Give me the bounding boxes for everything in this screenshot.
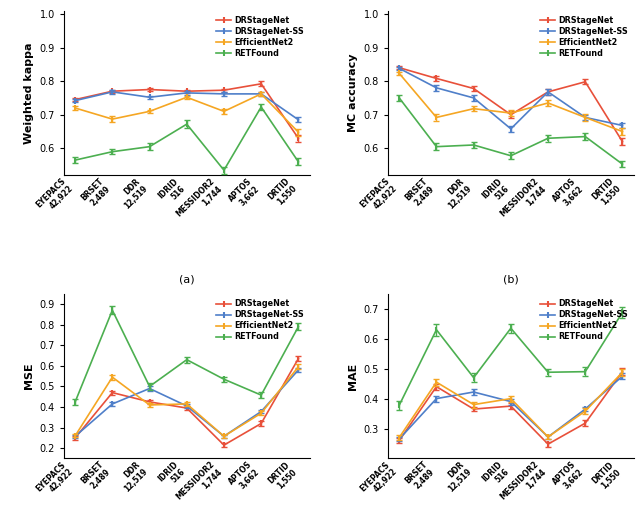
Legend: DRStageNet, DRStageNet-SS, EfficientNet2, RETFound: DRStageNet, DRStageNet-SS, EfficientNet2…	[215, 298, 305, 343]
Legend: DRStageNet, DRStageNet-SS, EfficientNet2, RETFound: DRStageNet, DRStageNet-SS, EfficientNet2…	[539, 298, 630, 343]
Y-axis label: MSE: MSE	[24, 363, 34, 389]
Text: (a): (a)	[179, 274, 195, 284]
Legend: DRStageNet, DRStageNet-SS, EfficientNet2, RETFound: DRStageNet, DRStageNet-SS, EfficientNet2…	[539, 15, 630, 60]
Y-axis label: Weighted kappa: Weighted kappa	[24, 42, 34, 144]
Y-axis label: MC accuracy: MC accuracy	[348, 54, 358, 132]
Legend: DRStageNet, DRStageNet-SS, EfficientNet2, RETFound: DRStageNet, DRStageNet-SS, EfficientNet2…	[215, 15, 305, 60]
Y-axis label: MAE: MAE	[348, 363, 358, 390]
Text: (b): (b)	[503, 274, 518, 284]
